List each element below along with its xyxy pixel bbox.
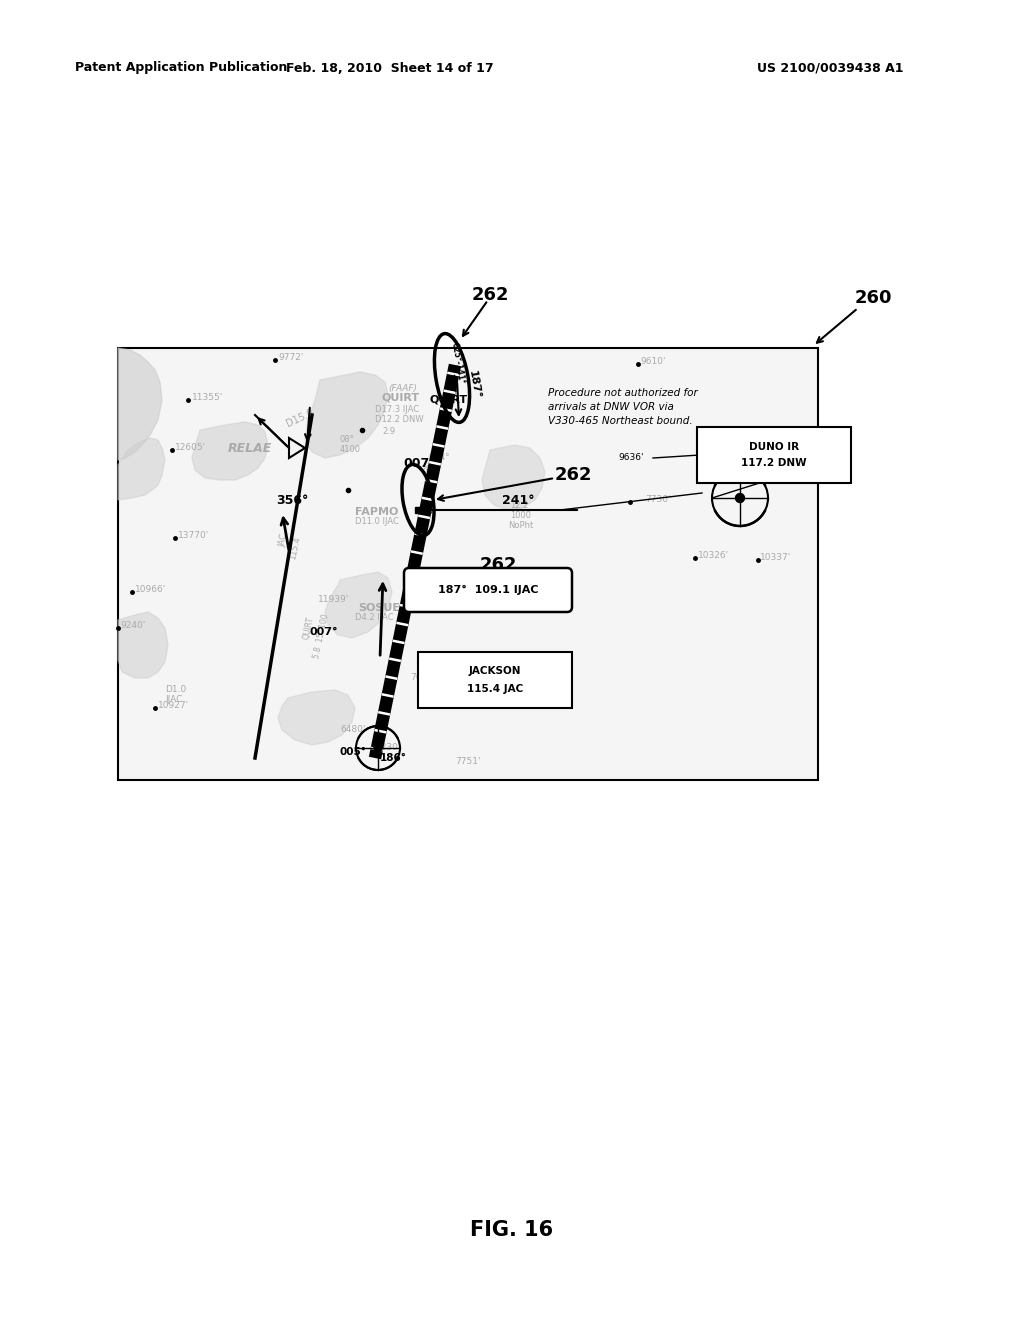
Text: D11.0 IJAC: D11.0 IJAC [355,517,399,527]
Text: FAPMO: FAPMO [355,507,398,517]
Text: 7751': 7751' [455,758,480,767]
Text: 9610': 9610' [640,358,666,367]
Text: D17.3 IJAC: D17.3 IJAC [375,405,419,414]
Text: 287°: 287° [420,466,441,474]
Polygon shape [482,445,545,510]
Text: 005°: 005° [340,747,367,756]
Text: 014°: 014° [428,454,450,462]
Text: 187°: 187° [467,370,482,400]
Text: JACKSON: JACKSON [469,667,521,676]
Text: 356°: 356° [275,494,308,507]
Text: QUIRT: QUIRT [382,393,420,403]
Text: 08°: 08° [340,436,354,445]
Polygon shape [305,372,388,458]
Text: 262: 262 [479,556,517,574]
Text: 7451': 7451' [415,664,440,672]
Text: 5.8  15  100: 5.8 15 100 [312,612,331,659]
Text: 260: 260 [855,289,893,308]
Text: SOSUE: SOSUE [358,603,400,612]
FancyBboxPatch shape [418,652,572,708]
Text: 7688': 7688' [410,673,435,682]
Text: 13770': 13770' [178,532,209,540]
Text: 2.9: 2.9 [382,428,395,437]
Text: 007°: 007° [403,457,435,470]
Text: 262: 262 [471,286,509,304]
Text: 10927': 10927' [158,701,189,710]
Text: 12605': 12605' [175,444,206,453]
Text: 9636': 9636' [618,454,643,462]
Text: NoPht: NoPht [508,520,534,529]
Text: IJAC: IJAC [165,696,182,705]
Polygon shape [278,690,355,744]
Polygon shape [118,348,162,459]
Text: JAC: JAC [278,532,290,548]
Text: 007°: 007° [310,627,339,638]
Text: 9772': 9772' [278,354,303,363]
Text: 12.2: 12.2 [510,500,528,510]
Text: 187°: 187° [443,372,456,393]
Text: 10337': 10337' [760,553,792,562]
Bar [118,348,818,780]
Text: DUNO IR: DUNO IR [749,442,799,451]
Text: D4.2 IJAC: D4.2 IJAC [355,614,393,623]
Text: 241°: 241° [502,494,535,507]
Text: 7230': 7230' [375,743,400,752]
Text: 4100: 4100 [340,446,361,454]
Text: 025°-141°: 025°-141° [450,342,466,384]
Polygon shape [118,438,165,500]
Text: 1000: 1000 [510,511,531,520]
Text: 7730': 7730' [645,495,671,504]
Circle shape [374,744,382,752]
FancyBboxPatch shape [697,426,851,483]
Text: US 2100/0039438 A1: US 2100/0039438 A1 [757,62,903,74]
Text: 262: 262 [555,466,593,484]
Text: Feb. 18, 2010  Sheet 14 of 17: Feb. 18, 2010 Sheet 14 of 17 [286,62,494,74]
Text: 115.4: 115.4 [288,536,302,561]
Polygon shape [325,572,392,638]
Polygon shape [118,612,168,678]
Text: D15.0: D15.0 [285,408,315,429]
Text: 11939': 11939' [318,595,349,605]
Text: 11355': 11355' [193,393,223,403]
Text: D1.0: D1.0 [165,685,186,694]
Text: (FAAF): (FAAF) [388,384,417,392]
Text: 10326': 10326' [698,550,729,560]
Text: D12.2 DNW: D12.2 DNW [375,416,424,425]
Text: Procedure not authorized for
arrivals at DNW VOR via
V330-465 Northeast bound.: Procedure not authorized for arrivals at… [548,388,697,426]
Text: Patent Application Publication: Patent Application Publication [75,62,288,74]
Polygon shape [193,422,268,480]
FancyBboxPatch shape [404,568,572,612]
Text: 117.2 DNW: 117.2 DNW [741,458,807,469]
Text: 6480': 6480' [340,726,366,734]
Text: QUIRT: QUIRT [302,615,315,640]
Circle shape [735,494,744,503]
Text: 10966': 10966' [135,586,166,594]
Text: FIG. 16: FIG. 16 [470,1220,554,1239]
Text: 187°  109.1 IJAC: 187° 109.1 IJAC [437,585,539,595]
Text: 186°: 186° [380,752,407,763]
Text: 115.4 JAC: 115.4 JAC [467,684,523,694]
Text: 9240': 9240' [120,620,145,630]
Text: RELAE: RELAE [228,441,272,454]
Text: QUIRT: QUIRT [430,395,468,405]
